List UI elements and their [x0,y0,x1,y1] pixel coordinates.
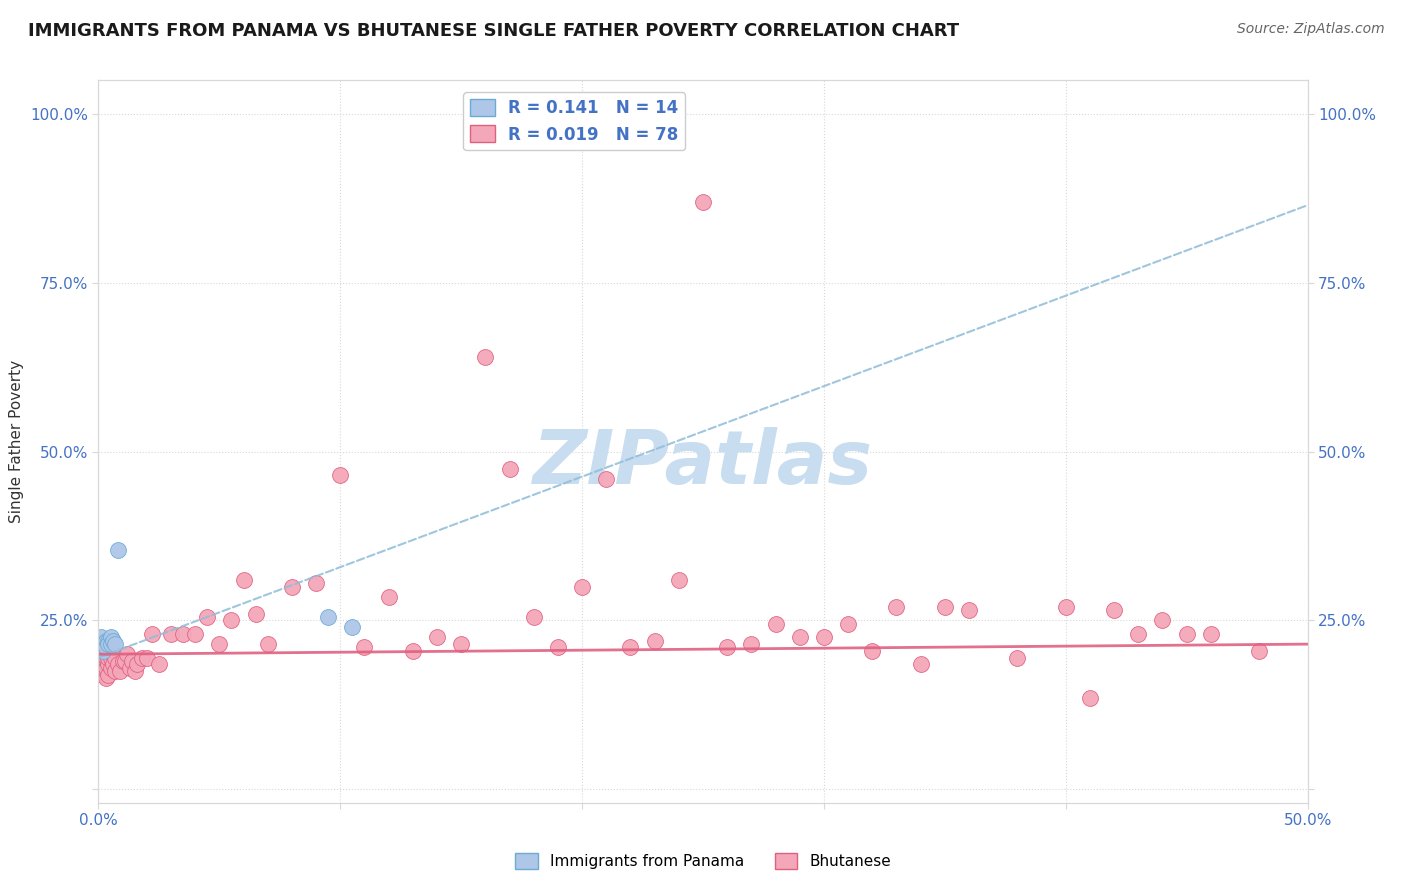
Point [114,654,136,668]
Point [91,637,114,651]
Point [104,664,127,678]
Point [101,647,124,661]
Point [474,350,496,364]
Point [195,610,218,624]
Point [94,671,117,685]
Point [127,657,149,672]
Point [256,637,278,651]
Point [97,657,120,672]
Point [100,650,122,665]
Point [121,654,143,668]
Point [619,640,641,655]
Point [160,627,183,641]
Point [118,661,141,675]
Point [91,644,114,658]
Point [860,644,883,658]
Point [1199,627,1222,641]
Point [232,573,254,587]
Point [90,631,112,645]
Point [90,664,112,678]
Point [94,640,117,655]
Point [97,650,120,665]
Point [91,667,114,681]
Point [208,637,231,651]
Point [97,637,120,651]
Point [668,573,690,587]
Point [101,633,124,648]
Point [1054,599,1077,614]
Y-axis label: Single Father Poverty: Single Father Poverty [10,360,24,523]
Point [90,657,112,672]
Point [108,664,131,678]
Point [837,616,859,631]
Point [498,461,520,475]
Point [886,599,908,614]
Text: ZIPatlas: ZIPatlas [533,426,873,500]
Text: IMMIGRANTS FROM PANAMA VS BHUTANESE SINGLE FATHER POVERTY CORRELATION CHART: IMMIGRANTS FROM PANAMA VS BHUTANESE SING… [28,22,959,40]
Point [789,631,811,645]
Point [329,468,352,483]
Point [305,576,328,591]
Point [107,657,129,672]
Point [104,637,127,651]
Point [107,542,129,557]
Point [547,640,569,655]
Point [100,631,122,645]
Point [184,627,207,641]
Point [1102,603,1125,617]
Point [131,650,153,665]
Point [402,644,425,658]
Point [94,661,117,675]
Point [353,640,375,655]
Point [100,637,122,651]
Point [644,633,666,648]
Point [957,603,980,617]
Point [97,633,120,648]
Point [172,627,194,641]
Text: Source: ZipAtlas.com: Source: ZipAtlas.com [1237,22,1385,37]
Point [148,657,170,672]
Point [692,194,714,209]
Point [281,580,304,594]
Point [523,610,546,624]
Point [342,620,364,634]
Point [91,650,114,665]
Point [716,640,738,655]
Point [141,627,163,641]
Point [91,657,114,672]
Point [1128,627,1150,641]
Point [595,472,617,486]
Point [934,599,956,614]
Point [221,614,243,628]
Point [94,650,117,665]
Point [1249,644,1271,658]
Point [1152,614,1174,628]
Point [90,654,112,668]
Legend: R = 0.141   N = 14, R = 0.019   N = 78: R = 0.141 N = 14, R = 0.019 N = 78 [464,92,685,150]
Point [1175,627,1198,641]
Point [1078,691,1101,706]
Point [426,631,449,645]
Point [97,667,120,681]
Point [813,631,835,645]
Point [740,637,762,651]
Point [135,650,157,665]
Point [100,661,122,675]
Point [117,647,139,661]
Point [316,610,339,624]
Point [245,607,267,621]
Legend: Immigrants from Panama, Bhutanese: Immigrants from Panama, Bhutanese [509,847,897,875]
Point [124,664,146,678]
Point [111,654,134,668]
Point [765,616,787,631]
Point [571,580,593,594]
Point [377,590,399,604]
Point [910,657,932,672]
Point [450,637,472,651]
Point [104,650,127,665]
Point [94,633,117,648]
Point [101,657,124,672]
Point [1007,650,1029,665]
